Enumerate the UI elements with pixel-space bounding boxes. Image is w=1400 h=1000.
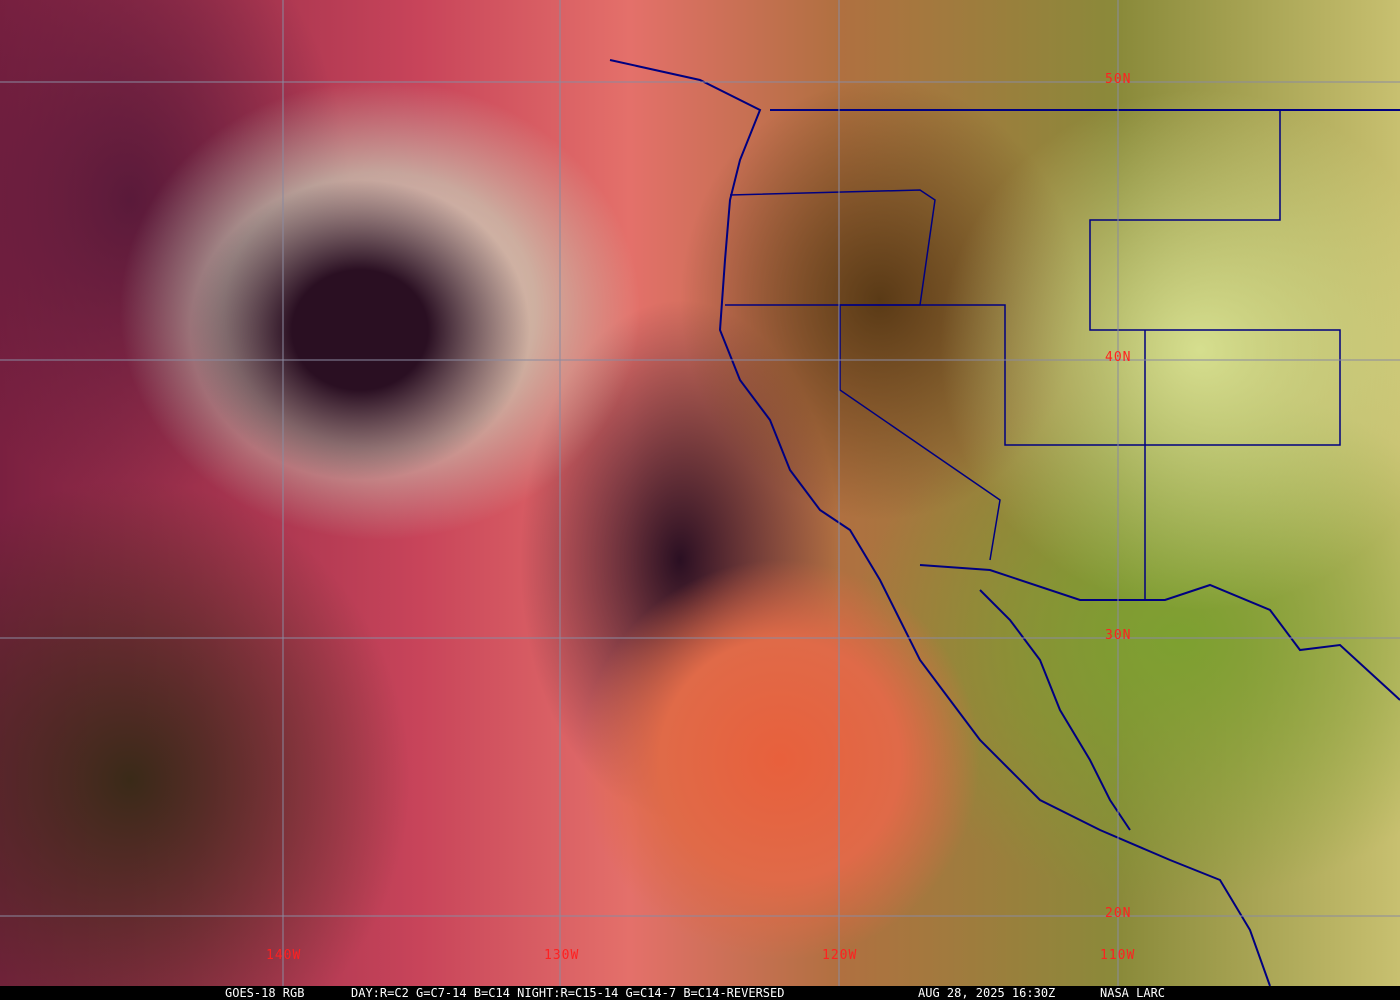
- lon-label-110w: 110W: [1100, 948, 1136, 963]
- caption-product: GOES-18 RGB: [225, 986, 305, 1000]
- us-mexico-border: [919, 564, 1400, 701]
- image-caption-bar: GOES-18 RGB DAY:R=C2 G=C7-14 B=C14 NIGHT…: [0, 986, 1400, 1000]
- lat-label-30n: 30N: [1105, 628, 1132, 643]
- baja-coast: [979, 589, 1131, 831]
- caption-credit: NASA LARC: [1100, 986, 1166, 1000]
- lat-label-20n: 20N: [1105, 906, 1132, 921]
- lon-label-120w: 120W: [822, 948, 858, 963]
- lat-label-50n: 50N: [1105, 72, 1132, 87]
- lat-label-40n: 40N: [1105, 350, 1132, 365]
- lon-label-130w: 130W: [544, 948, 580, 963]
- lon-label-140w: 140W: [266, 948, 302, 963]
- caption-datetime: AUG 28, 2025 16:30Z: [918, 986, 1056, 1000]
- coastline: [609, 59, 1271, 986]
- caption-recipe: DAY:R=C2 G=C7-14 B=C14 NIGHT:R=C15-14 G=…: [351, 986, 785, 1000]
- state-borders-2: [725, 110, 1341, 446]
